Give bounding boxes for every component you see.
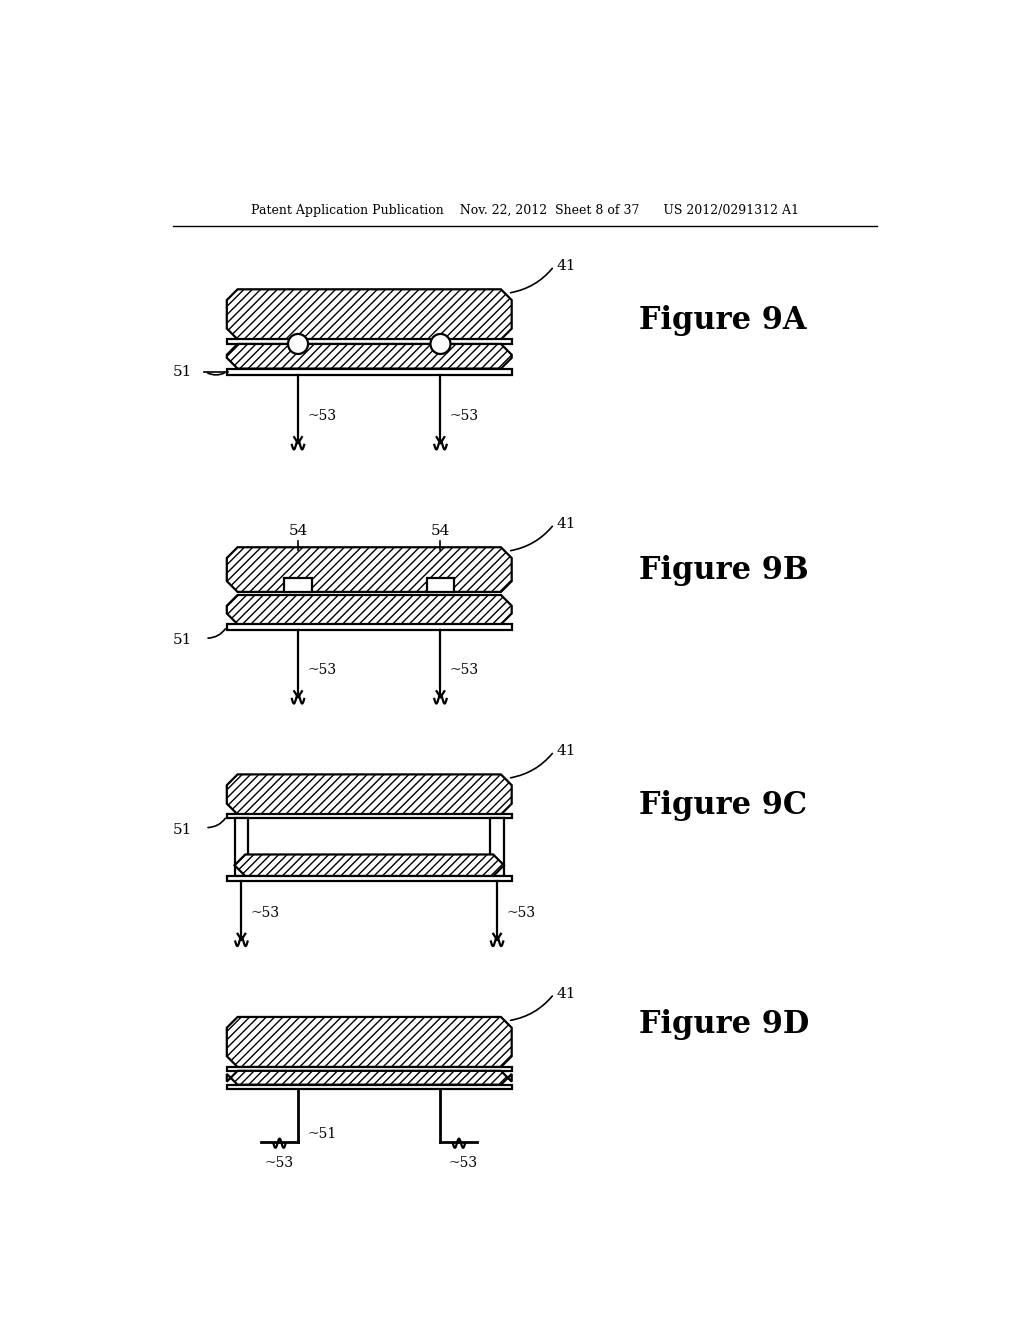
- Text: Figure 9D: Figure 9D: [639, 1010, 809, 1040]
- Polygon shape: [234, 818, 249, 876]
- Text: 54: 54: [289, 524, 308, 539]
- Polygon shape: [226, 339, 512, 345]
- Polygon shape: [226, 624, 512, 630]
- Polygon shape: [490, 818, 504, 876]
- Polygon shape: [226, 775, 512, 814]
- Polygon shape: [226, 595, 512, 624]
- Text: Figure 9A: Figure 9A: [639, 305, 806, 335]
- Text: Figure 9B: Figure 9B: [639, 554, 808, 586]
- Text: 41: 41: [556, 517, 575, 531]
- Circle shape: [430, 334, 451, 354]
- Polygon shape: [226, 289, 512, 339]
- Text: Figure 9C: Figure 9C: [639, 789, 807, 821]
- Text: 51: 51: [173, 364, 193, 379]
- Text: ~53: ~53: [307, 409, 337, 424]
- Text: 41: 41: [556, 744, 575, 758]
- Polygon shape: [226, 1071, 512, 1085]
- Polygon shape: [226, 345, 512, 368]
- Polygon shape: [226, 1085, 512, 1089]
- Polygon shape: [226, 1067, 512, 1071]
- Text: Patent Application Publication    Nov. 22, 2012  Sheet 8 of 37      US 2012/0291: Patent Application Publication Nov. 22, …: [251, 205, 799, 218]
- Text: ~53: ~53: [265, 1156, 294, 1171]
- Polygon shape: [226, 1016, 512, 1067]
- Text: 54: 54: [431, 524, 451, 539]
- Circle shape: [288, 334, 308, 354]
- Polygon shape: [427, 578, 455, 591]
- Polygon shape: [226, 876, 512, 880]
- Text: ~53: ~53: [307, 664, 337, 677]
- Text: ~53: ~53: [449, 1156, 477, 1171]
- Polygon shape: [234, 854, 504, 876]
- Text: ~53: ~53: [450, 409, 479, 424]
- Polygon shape: [285, 578, 312, 591]
- Text: 41: 41: [556, 987, 575, 1001]
- Text: 51: 51: [173, 822, 193, 837]
- Text: 41: 41: [556, 259, 575, 273]
- Text: ~51: ~51: [307, 1127, 337, 1140]
- Polygon shape: [226, 548, 512, 591]
- Polygon shape: [226, 368, 512, 375]
- Polygon shape: [226, 814, 512, 818]
- Text: ~53: ~53: [450, 664, 479, 677]
- Text: ~53: ~53: [251, 906, 280, 920]
- Text: 51: 51: [173, 634, 193, 647]
- Text: ~53: ~53: [506, 906, 536, 920]
